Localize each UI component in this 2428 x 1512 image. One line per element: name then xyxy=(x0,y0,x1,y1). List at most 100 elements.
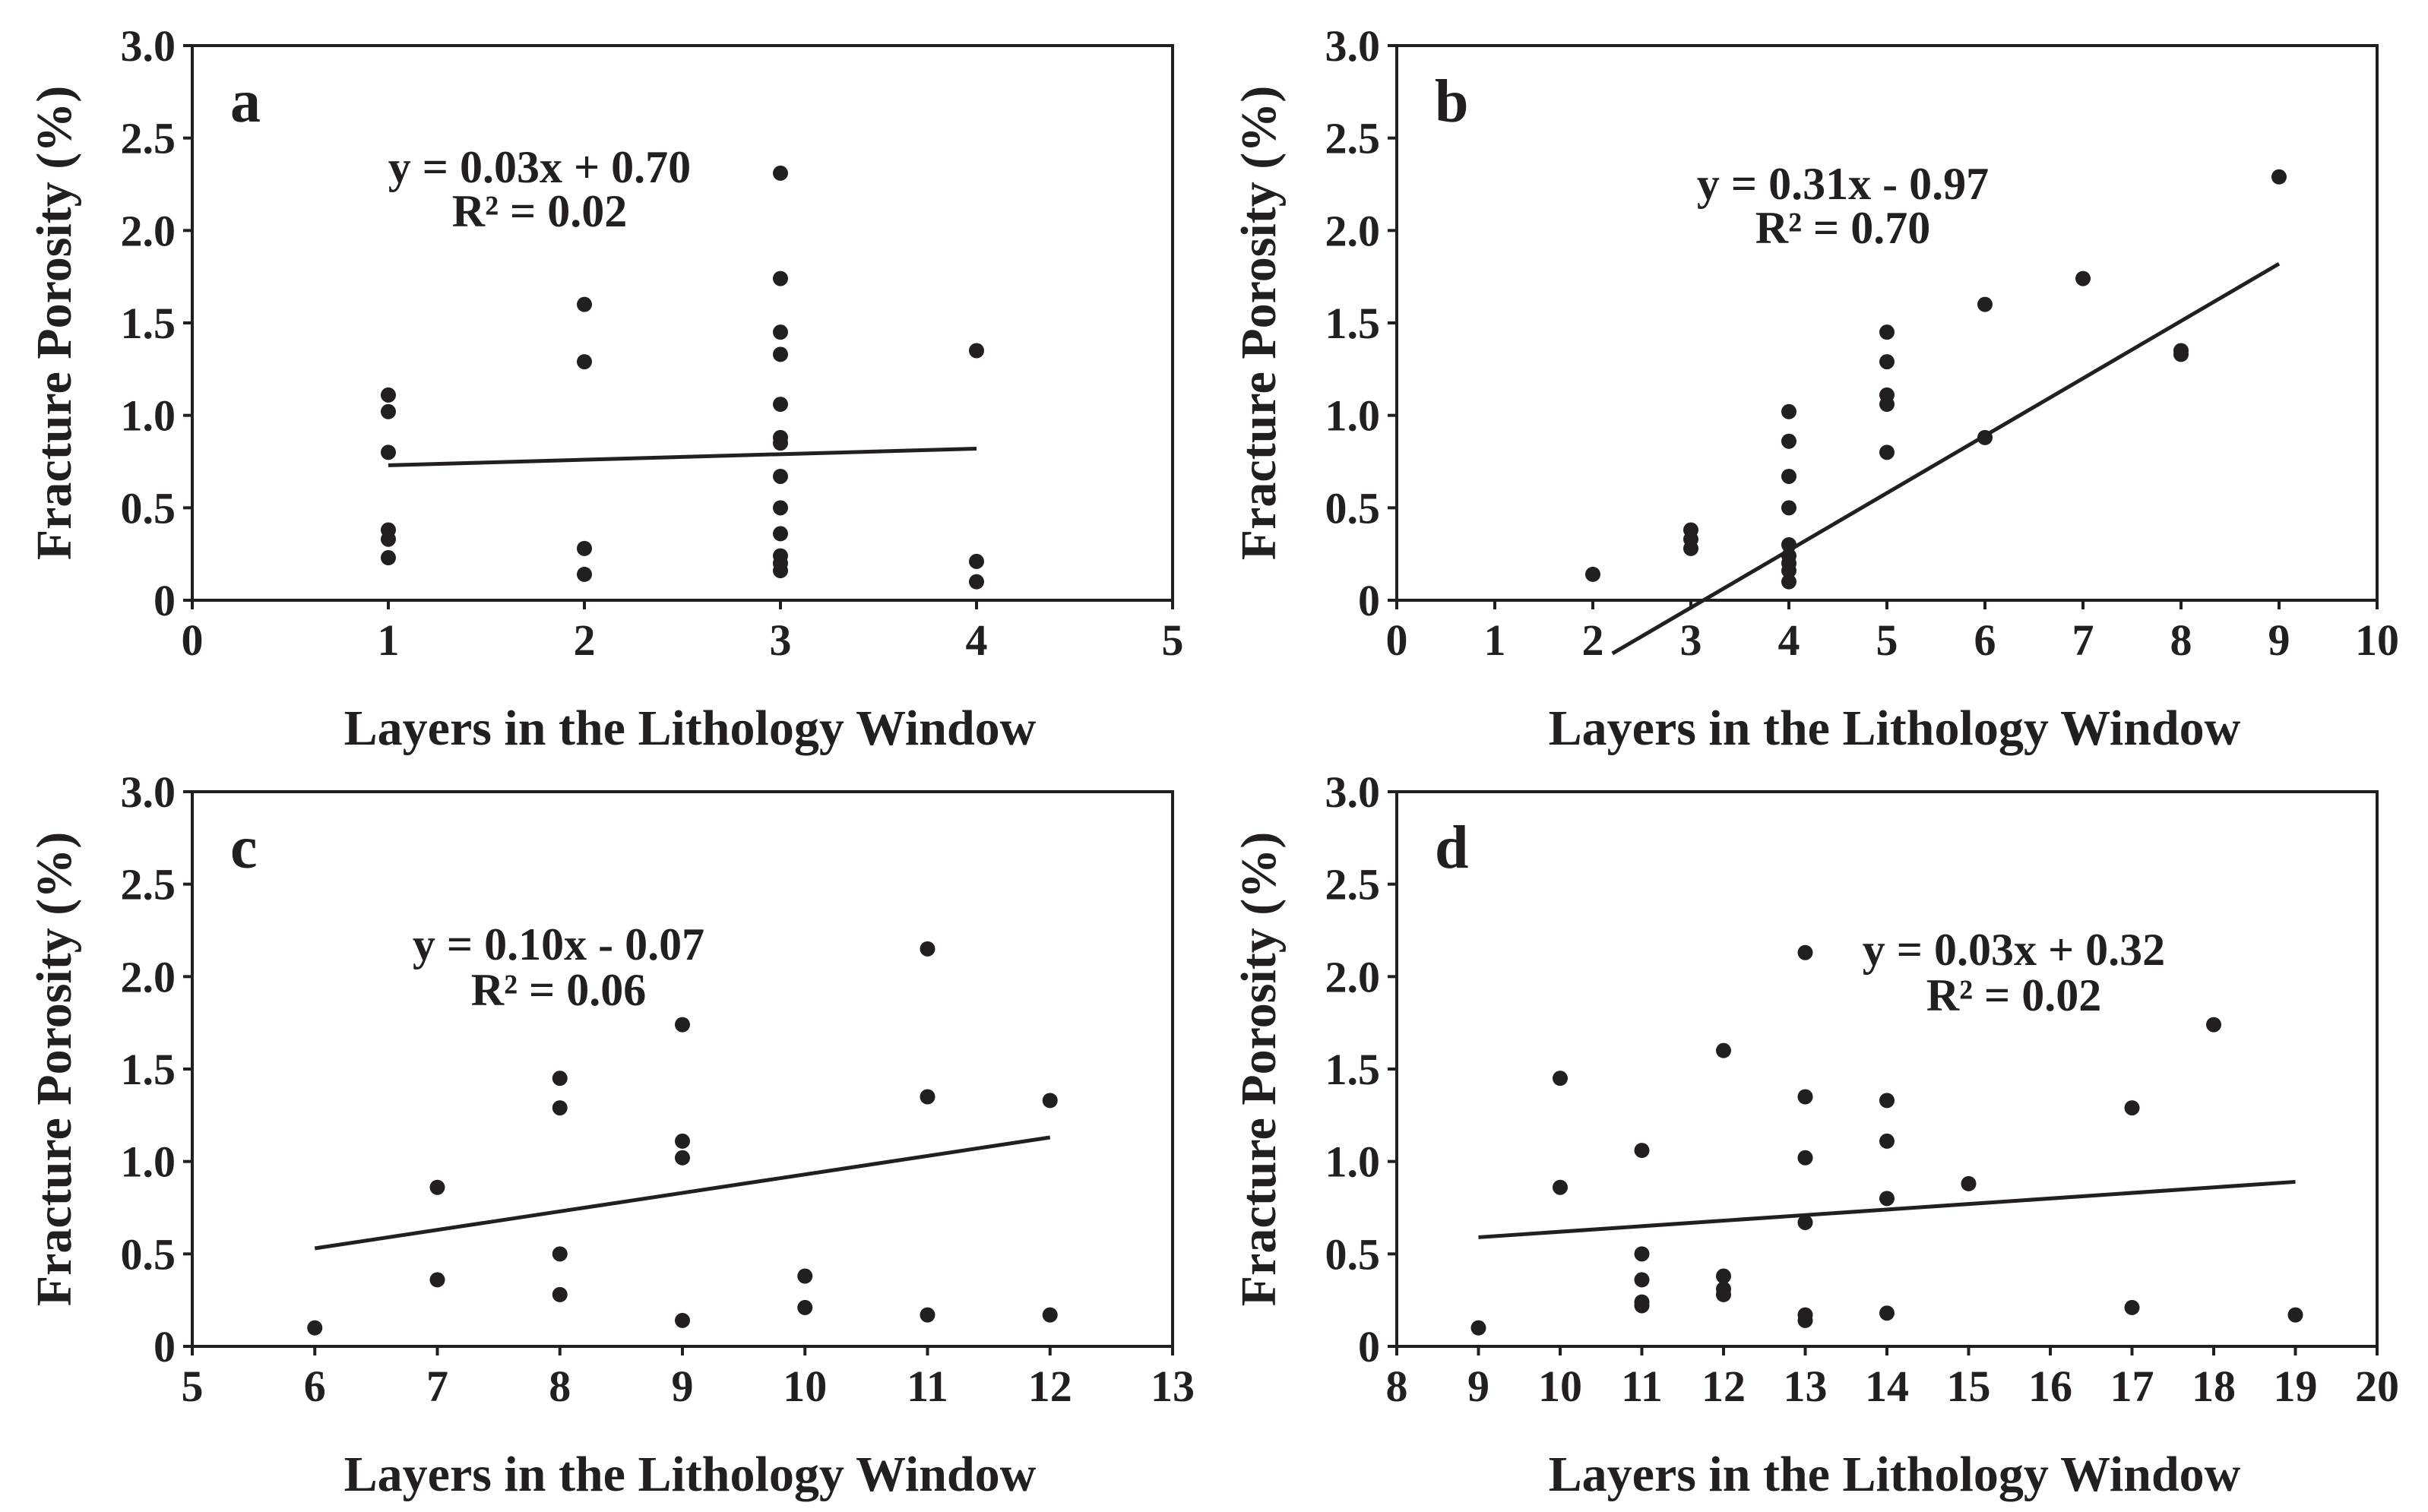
data-point xyxy=(675,1150,690,1166)
data-point xyxy=(1879,1093,1895,1109)
x-tick-label: 5 xyxy=(1162,615,1184,665)
data-point xyxy=(552,1100,568,1116)
y-tick-label: 3.0 xyxy=(121,21,176,71)
x-tick-label: 1 xyxy=(1484,615,1506,665)
y-tick-label: 1.0 xyxy=(1325,391,1381,441)
data-point xyxy=(1716,1268,1731,1284)
data-point xyxy=(577,566,592,582)
data-point xyxy=(773,324,788,340)
data-point xyxy=(1797,1214,1813,1230)
x-tick-label: 5 xyxy=(182,1362,204,1411)
data-point xyxy=(1683,540,1698,556)
x-tick-label: 4 xyxy=(966,615,988,665)
data-point xyxy=(1961,1175,1977,1191)
data-point xyxy=(773,397,788,413)
data-point xyxy=(1042,1093,1058,1109)
data-point xyxy=(577,296,592,312)
data-point xyxy=(675,1312,690,1328)
data-point xyxy=(1879,1191,1895,1207)
data-point xyxy=(1716,1286,1731,1302)
panel-letter: b xyxy=(1435,68,1469,135)
chart-panel-c: 5 6 7 8 9 10 11 12 13 0 0.5 1.0 1.5 2.0 2.5 3.0 Layers i… xyxy=(27,767,1195,1502)
x-tick-label: 19 xyxy=(2274,1362,2318,1411)
data-point xyxy=(1042,1307,1058,1323)
data-point xyxy=(773,346,788,362)
data-point xyxy=(1781,563,1796,579)
x-axis-label: Layers in the Lithology Window xyxy=(1549,1447,2241,1502)
data-point xyxy=(1781,574,1796,590)
x-tick-label: 10 xyxy=(1538,1362,1582,1411)
regression-equation: y = 0.03x + 0.70 xyxy=(388,142,691,192)
data-point xyxy=(1781,500,1796,516)
x-tick-label: 9 xyxy=(672,1362,694,1411)
data-point xyxy=(969,553,984,569)
data-point xyxy=(381,403,396,419)
data-point xyxy=(1879,324,1895,340)
y-tick-label: 0 xyxy=(154,576,176,625)
x-tick-label: 12 xyxy=(1701,1362,1746,1411)
y-tick-label: 1.5 xyxy=(1325,1045,1381,1094)
data-point xyxy=(1553,1179,1568,1195)
data-point xyxy=(577,354,592,370)
data-point xyxy=(2287,1307,2303,1323)
plot-frame xyxy=(1395,790,2379,1348)
data-point xyxy=(552,1246,568,1262)
data-point xyxy=(920,1089,935,1105)
data-point xyxy=(429,1179,445,1195)
x-tick-label: 18 xyxy=(2192,1362,2236,1411)
data-point xyxy=(2271,169,2287,185)
regression-equation: y = 0.31x - 0.97 xyxy=(1697,159,1989,209)
y-tick-label: 2.5 xyxy=(1325,114,1381,163)
data-point xyxy=(773,526,788,542)
y-tick-label: 0.5 xyxy=(1325,1229,1381,1279)
y-tick-label: 1.0 xyxy=(121,1137,176,1187)
plot-frame xyxy=(191,790,1174,1348)
data-point xyxy=(2075,270,2091,286)
y-axis-label: Fracture Porosity (%) xyxy=(27,86,82,560)
y-tick-label: 1.0 xyxy=(121,391,176,441)
data-point xyxy=(1797,1150,1813,1166)
data-point xyxy=(1781,403,1796,419)
y-tick-label: 2.5 xyxy=(121,860,176,909)
data-point xyxy=(1585,566,1600,582)
y-tick-label: 0.5 xyxy=(121,483,176,533)
data-point xyxy=(577,540,592,556)
x-tick-label: 5 xyxy=(1876,615,1898,665)
x-tick-label: 15 xyxy=(1947,1362,1991,1411)
panel-letter: d xyxy=(1435,815,1469,881)
data-point xyxy=(773,468,788,484)
y-tick-label: 2.5 xyxy=(1325,860,1381,909)
y-tick-label: 3.0 xyxy=(121,767,176,817)
x-tick-label: 2 xyxy=(1582,615,1604,665)
x-tick-label: 9 xyxy=(1467,1362,1489,1411)
x-tick-label: 17 xyxy=(2110,1362,2154,1411)
x-tick-label: 6 xyxy=(1974,615,1996,665)
plot-frame xyxy=(191,44,1174,602)
data-point xyxy=(773,165,788,181)
panel-letter: c xyxy=(230,815,258,881)
r-squared-label: R² = 0.02 xyxy=(452,186,628,236)
x-tick-label: 2 xyxy=(574,615,596,665)
data-point xyxy=(2124,1299,2140,1315)
data-point xyxy=(797,1299,813,1315)
data-point xyxy=(675,1133,690,1149)
data-point xyxy=(1634,1298,1650,1314)
x-tick-label: 7 xyxy=(2072,615,2094,665)
chart-panel-b: 0 1 2 3 4 5 6 7 8 9 10 0 0.5 1.0 1.5 2.0 2.5 3.0 Layers in… xyxy=(1231,21,2399,756)
data-point xyxy=(2173,346,2189,362)
y-tick-label: 2.0 xyxy=(121,952,176,1001)
data-point xyxy=(969,574,984,590)
data-point xyxy=(1634,1246,1650,1262)
data-point xyxy=(1977,429,1993,445)
x-tick-label: 20 xyxy=(2355,1362,2399,1411)
trend-line xyxy=(314,1135,1051,1251)
data-point xyxy=(773,563,788,579)
y-tick-label: 3.0 xyxy=(1325,767,1381,817)
x-tick-label: 0 xyxy=(182,615,204,665)
x-tick-label: 3 xyxy=(770,615,792,665)
data-point xyxy=(2206,1017,2221,1033)
y-tick-label: 2.0 xyxy=(1325,206,1381,255)
data-point xyxy=(1879,354,1895,370)
y-tick-label: 0 xyxy=(154,1322,176,1371)
